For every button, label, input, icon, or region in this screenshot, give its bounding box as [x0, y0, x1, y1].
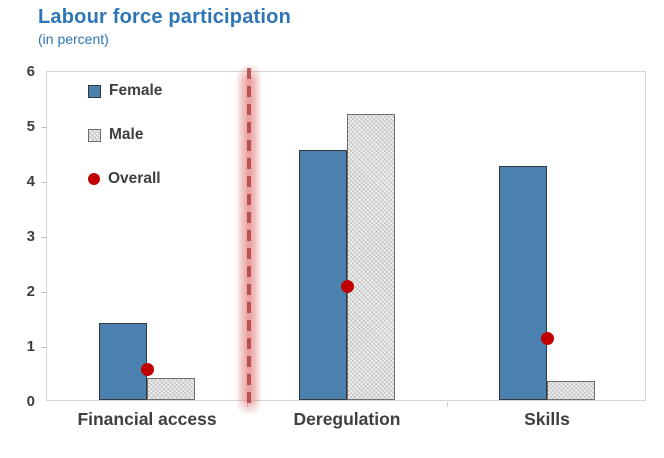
y-axis-tick-3 — [41, 236, 47, 238]
y-axis-tick-5 — [41, 126, 47, 128]
bar-female-skills — [499, 166, 547, 400]
legend-item-male: Male — [88, 126, 162, 144]
overall-dot-deregulation — [340, 280, 354, 293]
legend-swatch-male-square-icon — [88, 128, 101, 142]
y-axis-tick-4 — [41, 181, 47, 183]
overall-dot-financial-access — [140, 362, 154, 376]
y-axis-label-0: 0 — [26, 393, 35, 410]
y-axis-label-5: 5 — [26, 118, 35, 135]
legend-label: Male — [109, 126, 144, 143]
legend: Female Male Overall — [88, 82, 162, 214]
chart-title: Labour force participation — [38, 6, 292, 28]
legend-swatch-female-square-icon — [88, 84, 101, 98]
legend-item-overall: Overall — [88, 170, 162, 188]
plot-area: Female Male Overall 0 1 2 3 4 5 6 Financial acces… — [27, 63, 646, 429]
legend-item-female: Female — [88, 82, 162, 100]
y-axis-label-4: 4 — [26, 173, 35, 190]
overall-dot-skills — [540, 332, 554, 346]
x-axis-label-skills: Skills — [524, 409, 570, 429]
chart-subtitle: (in percent) — [38, 31, 109, 47]
legend-swatch-overall-dot-icon — [88, 173, 100, 185]
y-axis-label-3: 3 — [26, 228, 35, 245]
y-axis-tick-1 — [41, 346, 47, 348]
legend-label: Female — [109, 82, 163, 99]
x-axis-boundary-tick — [447, 402, 448, 407]
y-axis-label-2: 2 — [26, 283, 35, 300]
x-axis-label-deregulation: Deregulation — [293, 409, 401, 429]
bar-male-deregulation — [347, 114, 395, 400]
bar-male-financial-access — [147, 378, 195, 400]
x-axis-label-financial-access: Financial access — [77, 409, 217, 429]
bar-female-financial-access — [99, 323, 147, 400]
y-axis-label-1: 1 — [26, 338, 35, 355]
legend-label: Overall — [108, 170, 161, 187]
bar-female-deregulation — [299, 149, 347, 400]
dashed-divider-line — [247, 68, 251, 408]
bar-male-skills — [547, 380, 595, 400]
y-axis-label-6: 6 — [26, 63, 35, 80]
y-axis-tick-2 — [41, 291, 47, 293]
